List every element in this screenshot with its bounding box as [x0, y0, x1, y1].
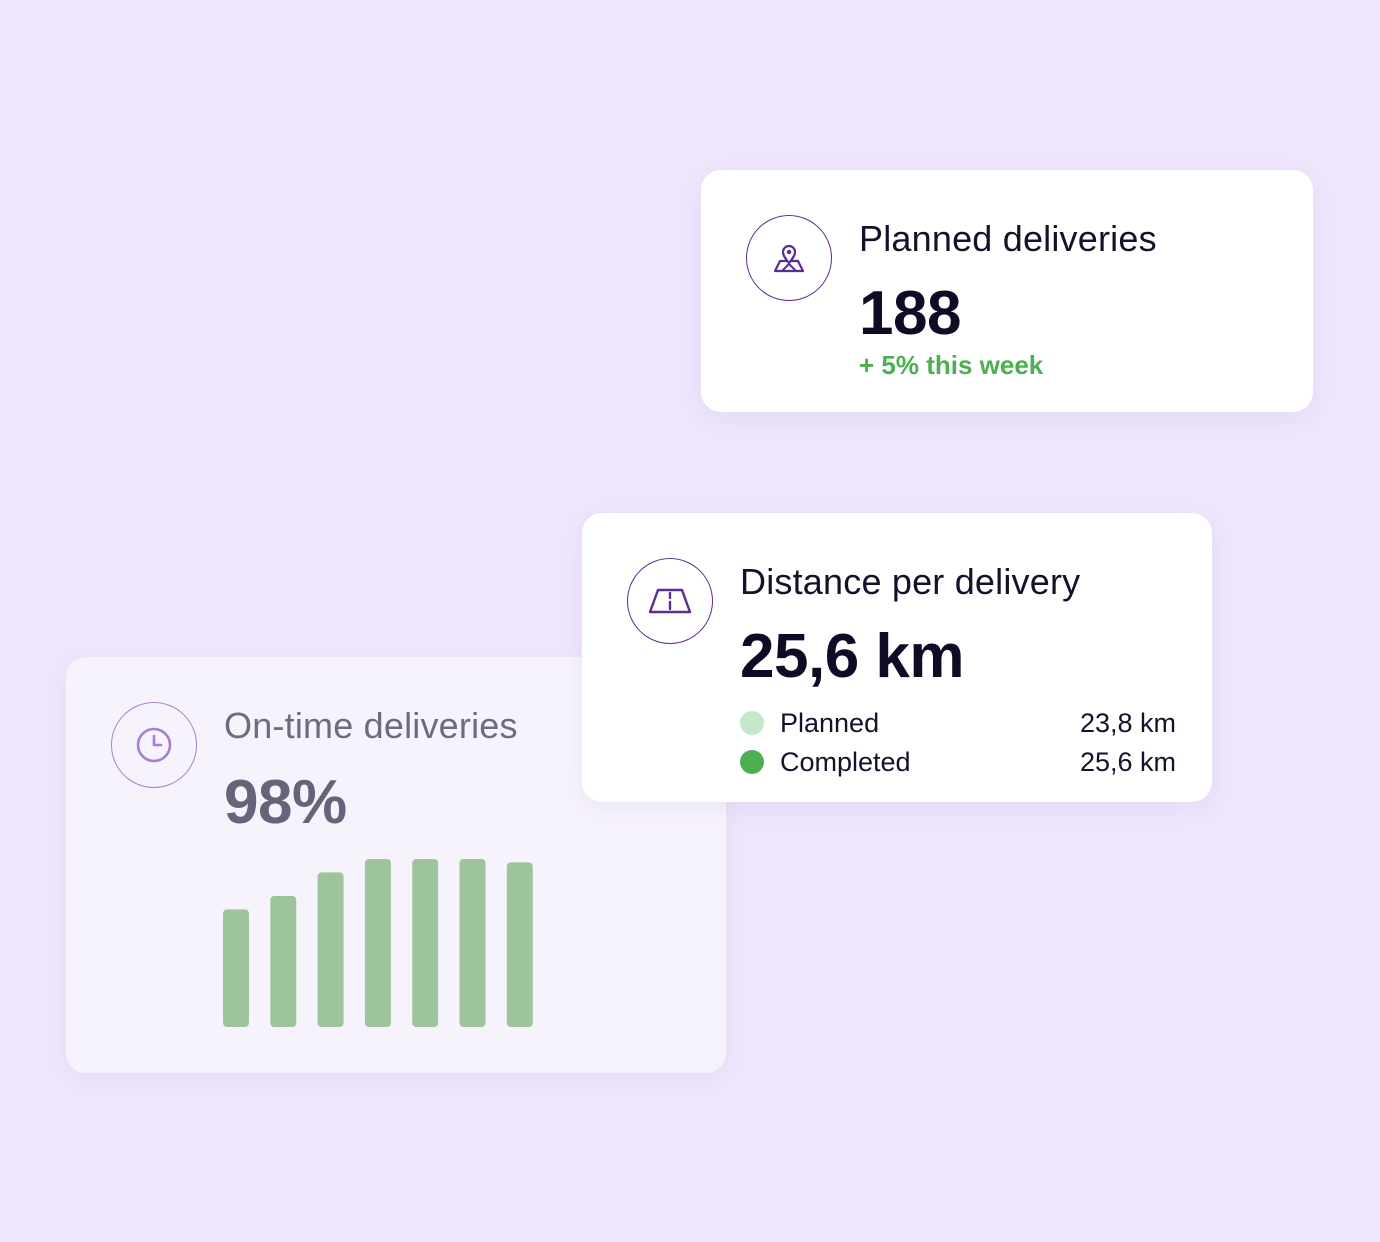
legend-dot-completed	[740, 750, 764, 774]
distance-per-delivery-value: 25,6 km	[740, 622, 965, 691]
ontime-bar-chart	[223, 859, 533, 1027]
legend-row-completed: Completed 25,6 km	[740, 745, 1176, 779]
road-icon	[627, 558, 713, 644]
distance-per-delivery-title: Distance per delivery	[740, 561, 1081, 602]
bar-2	[270, 896, 297, 1027]
legend-value-completed: 25,6 km	[1079, 746, 1176, 777]
ontime-deliveries-title: On-time deliveries	[224, 705, 518, 746]
bar-3	[317, 872, 344, 1027]
bar-1	[223, 909, 249, 1027]
planned-deliveries-trend: + 5% this week	[859, 350, 1044, 380]
distance-per-delivery-card: Distance per delivery 25,6 km Planned 23…	[582, 513, 1212, 802]
planned-deliveries-card: Planned deliveries 188 + 5% this week	[701, 170, 1313, 412]
planned-deliveries-title: Planned deliveries	[859, 218, 1157, 259]
legend-dot-planned	[740, 711, 764, 735]
clock-icon	[111, 702, 197, 788]
legend-row-planned: Planned 23,8 km	[740, 706, 1176, 740]
planned-deliveries-value: 188	[859, 279, 961, 348]
bar-4	[364, 859, 391, 1027]
bar-7	[506, 862, 533, 1027]
legend-label-planned: Planned	[780, 707, 880, 738]
legend-value-planned: 23,8 km	[1079, 707, 1176, 738]
legend-label-completed: Completed	[780, 746, 911, 777]
ontime-deliveries-value: 98%	[224, 768, 347, 837]
bar-5	[412, 859, 439, 1027]
map-pin-icon	[746, 215, 832, 301]
bar-6	[459, 859, 486, 1027]
